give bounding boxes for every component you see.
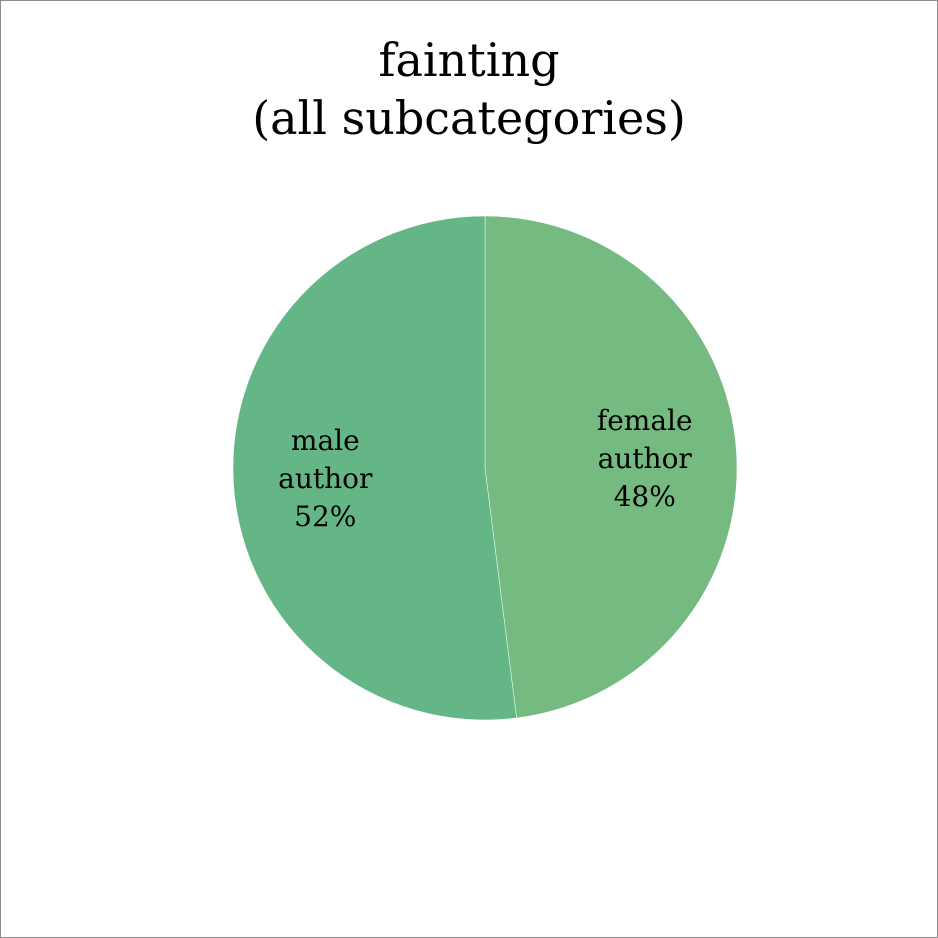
slice-label-line: 52%	[294, 500, 356, 533]
pie-slice-female-author	[484, 215, 738, 719]
chart-title-line-1: fainting	[378, 33, 560, 87]
chart-title-line-2: (all subcategories)	[252, 91, 686, 145]
chart-title: fainting (all subcategories)	[1, 31, 937, 147]
pie-slice-male-author	[232, 215, 517, 721]
slice-label-line: female	[597, 404, 693, 437]
slice-label-male-author: male author 52%	[278, 424, 373, 533]
slice-label-line: author	[278, 462, 373, 495]
slice-label-line: 48%	[614, 480, 676, 513]
slice-label-line: author	[598, 442, 693, 475]
slice-label-line: male	[291, 424, 360, 457]
slice-label-female-author: female author 48%	[597, 404, 693, 513]
